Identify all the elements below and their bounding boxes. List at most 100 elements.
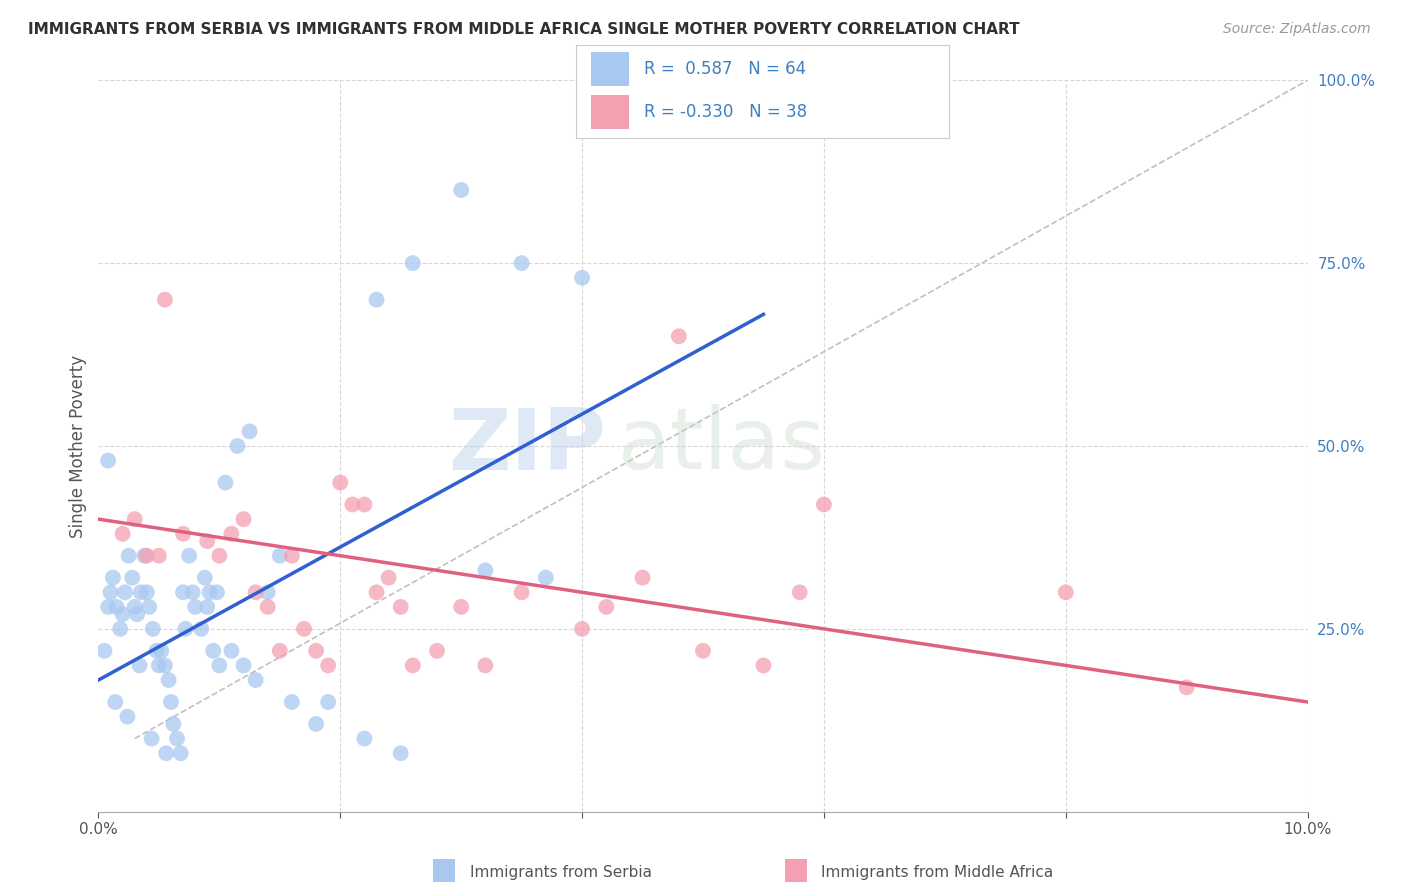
Point	[121, 571, 143, 585]
Text: Immigrants from Middle Africa: Immigrants from Middle Africa	[821, 865, 1053, 880]
Point	[194, 571, 217, 585]
Point	[166, 731, 188, 746]
Text: Immigrants from Serbia: Immigrants from Serbia	[470, 865, 651, 880]
Point	[534, 571, 557, 585]
Point	[111, 526, 134, 541]
Point	[389, 746, 412, 760]
Bar	[433, 859, 456, 882]
Point	[245, 673, 267, 687]
Point	[668, 329, 690, 343]
Point	[129, 585, 152, 599]
Point	[128, 658, 150, 673]
Point	[595, 599, 617, 614]
Point	[245, 585, 267, 599]
Point	[135, 549, 157, 563]
Point	[402, 658, 425, 673]
Point	[104, 695, 127, 709]
Point	[184, 599, 207, 614]
Point	[269, 644, 291, 658]
Point	[162, 717, 184, 731]
Text: IMMIGRANTS FROM SERBIA VS IMMIGRANTS FROM MIDDLE AFRICA SINGLE MOTHER POVERTY CO: IMMIGRANTS FROM SERBIA VS IMMIGRANTS FRO…	[28, 22, 1019, 37]
Point	[108, 622, 131, 636]
Point	[97, 453, 120, 467]
Point	[232, 512, 254, 526]
Point	[142, 622, 165, 636]
Text: Source: ZipAtlas.com: Source: ZipAtlas.com	[1223, 22, 1371, 37]
Point	[172, 526, 194, 541]
Point	[450, 599, 472, 614]
Point	[1175, 681, 1198, 695]
Point	[377, 571, 399, 585]
Point	[221, 526, 243, 541]
Point	[631, 571, 654, 585]
Point	[474, 658, 496, 673]
Point	[153, 658, 176, 673]
Point	[281, 695, 304, 709]
Point	[145, 644, 167, 658]
Point	[198, 585, 221, 599]
Point	[93, 644, 115, 658]
Point	[127, 607, 149, 622]
Point	[353, 731, 375, 746]
Point	[148, 549, 170, 563]
Point	[232, 658, 254, 673]
Point	[101, 571, 124, 585]
Point	[208, 549, 231, 563]
Point	[138, 599, 160, 614]
Point	[316, 658, 339, 673]
Point	[174, 622, 197, 636]
Point	[281, 549, 304, 563]
Bar	[592, 52, 628, 86]
Point	[1054, 585, 1077, 599]
Point	[329, 475, 352, 490]
Point	[124, 512, 146, 526]
Point	[426, 644, 449, 658]
Point	[202, 644, 225, 658]
Point	[510, 256, 533, 270]
Point	[195, 599, 218, 614]
Point	[316, 695, 339, 709]
Point	[100, 585, 122, 599]
Point	[169, 746, 191, 760]
Point	[208, 658, 231, 673]
Point	[214, 475, 236, 490]
Point	[150, 644, 173, 658]
Point	[181, 585, 204, 599]
Point	[153, 293, 176, 307]
Point	[692, 644, 714, 658]
Point	[292, 622, 315, 636]
Point	[111, 607, 134, 622]
Point	[450, 183, 472, 197]
Point	[305, 717, 328, 731]
Point	[256, 599, 278, 614]
Point	[269, 549, 291, 563]
Point	[239, 425, 262, 439]
Point	[118, 549, 141, 563]
Point	[195, 534, 218, 549]
Point	[157, 673, 180, 687]
Point	[160, 695, 183, 709]
Point	[366, 293, 388, 307]
Point	[510, 585, 533, 599]
Point	[571, 622, 593, 636]
Point	[571, 270, 593, 285]
Point	[342, 498, 364, 512]
Point	[789, 585, 811, 599]
Point	[402, 256, 425, 270]
Point	[134, 549, 156, 563]
Point	[366, 585, 388, 599]
Point	[752, 658, 775, 673]
Point	[105, 599, 128, 614]
Point	[179, 549, 201, 563]
Y-axis label: Single Mother Poverty: Single Mother Poverty	[69, 354, 87, 538]
Point	[221, 644, 243, 658]
Point	[305, 644, 328, 658]
Point	[141, 731, 163, 746]
Point	[124, 599, 146, 614]
Text: R =  0.587   N = 64: R = 0.587 N = 64	[644, 60, 806, 78]
Point	[205, 585, 228, 599]
Bar	[785, 859, 807, 882]
Point	[353, 498, 375, 512]
Point	[226, 439, 249, 453]
Bar	[592, 95, 628, 129]
